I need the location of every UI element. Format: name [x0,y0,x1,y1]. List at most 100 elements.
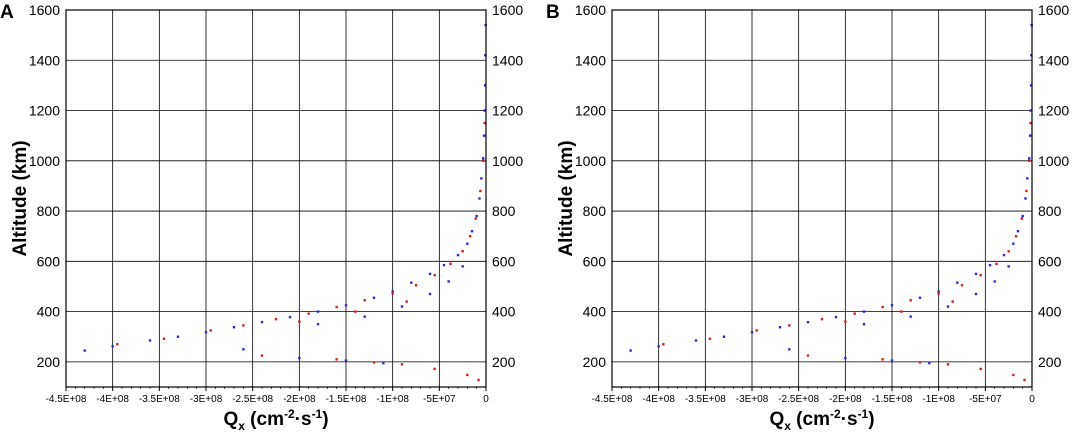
data-point [335,358,338,361]
data-point [363,299,366,302]
data-point [1029,121,1032,125]
x-tick-label: -2E+08 [829,394,862,405]
data-point [1025,189,1028,193]
x-tick-label: -5E+07 [969,394,1002,405]
chart-svg: -4.5E+08 -4E+08 -3.5E+08 -3E+08 -2.5E+08 -2E+… [10,2,523,433]
data-point [918,296,922,299]
data-point [1024,197,1027,200]
data-point [1016,229,1020,233]
data-point [442,263,446,267]
y-tick-label-right: 1000 [1038,153,1069,169]
chart-panel-a: A -4.5E+08 -4E+08 -3.5E+08 -3E+08 -2.5E+08 -2… [0,0,536,436]
data-point [316,322,320,326]
data-point [433,367,436,371]
data-point [176,335,180,338]
x-tick-label: -3.5E+08 [139,394,180,405]
data-point [466,373,469,377]
data-point [391,292,394,295]
x-tick-label: 0 [1029,394,1035,405]
data-point [937,292,940,295]
y-tick-label-right: 1200 [492,103,523,119]
y-tick-label-right: 600 [1038,253,1062,269]
data-point [482,159,485,162]
data-point [708,337,712,340]
x-tick-label: -4E+08 [96,394,129,405]
x-tick-label: -1E+08 [922,394,955,405]
y-tick-label-left: 600 [583,253,607,269]
data-point [468,235,472,238]
data-point [988,263,992,267]
data-point [363,315,366,318]
data-point [834,315,838,319]
y-tick-label-left: 400 [583,304,607,320]
data-point [288,315,292,319]
data-point [1029,84,1033,87]
x-axis-label: Qx (cm-2·s-1) [769,407,874,433]
y-tick-label-left: 1600 [575,2,606,18]
x-tick-label: -2.5E+08 [232,394,273,405]
data-point [433,273,436,277]
y-tick-label-right: 1600 [1038,2,1069,18]
data-point [881,358,884,361]
y-tick-label-right: 1400 [492,52,523,68]
y-tick-label-left: 600 [37,253,61,269]
data-point [405,300,408,303]
data-point [447,280,450,283]
data-point [483,121,486,125]
data-point [890,304,894,307]
y-tick-label-left: 1400 [575,52,606,68]
chart-svg: -4.5E+08 -4E+08 -3.5E+08 -3E+08 -2.5E+08 -2E+… [556,2,1069,433]
chart-panel-b: B -4.5E+08 -4E+08 -3.5E+08 -3E+08 -2.5E+08 -2… [546,0,1072,436]
data-point [1029,109,1032,112]
x-tick-label: -1E+08 [376,394,409,405]
data-point [307,312,310,315]
data-point [629,349,632,352]
y-axis-label: Altitude (km) [10,140,31,256]
y-tick-label-left: 200 [37,354,61,370]
data-point [477,378,480,382]
data-point [956,281,959,284]
data-point [478,197,481,200]
data-point [909,299,912,302]
data-point [298,320,301,323]
data-point [209,329,212,332]
data-point [778,325,782,329]
data-point [449,262,452,266]
y-tick-label-right: 200 [1038,354,1062,370]
data-point [456,253,460,257]
data-point [475,214,478,218]
data-point [391,290,394,293]
data-point [937,290,940,293]
data-point [1014,235,1018,238]
data-point [946,305,950,308]
data-point [111,345,114,348]
y-tick-label-right: 400 [1038,304,1062,320]
data-point [83,349,86,352]
y-axis-label: Altitude (km) [556,140,577,256]
data-point [951,300,954,303]
y-tick-label-left: 1000 [29,153,60,169]
x-tick-label: -4.5E+08 [592,394,633,405]
data-point [482,134,486,137]
data-point [853,312,856,315]
data-point [242,324,245,327]
data-point [335,305,338,309]
data-point [148,339,152,342]
data-point [316,310,320,313]
data-point [1030,54,1033,57]
data-point [162,337,166,340]
data-point [480,177,483,180]
y-tick-label-left: 1000 [575,153,606,169]
data-point [862,310,866,313]
y-tick-label-right: 800 [492,203,516,219]
data-point [116,343,119,346]
data-point [382,361,385,365]
data-point [806,320,810,324]
y-tick-label-right: 400 [492,304,516,320]
data-point [909,315,912,318]
data-point [484,54,487,57]
data-point [1023,378,1026,382]
data-point [242,348,245,351]
data-point [483,84,487,87]
data-point [428,292,432,296]
